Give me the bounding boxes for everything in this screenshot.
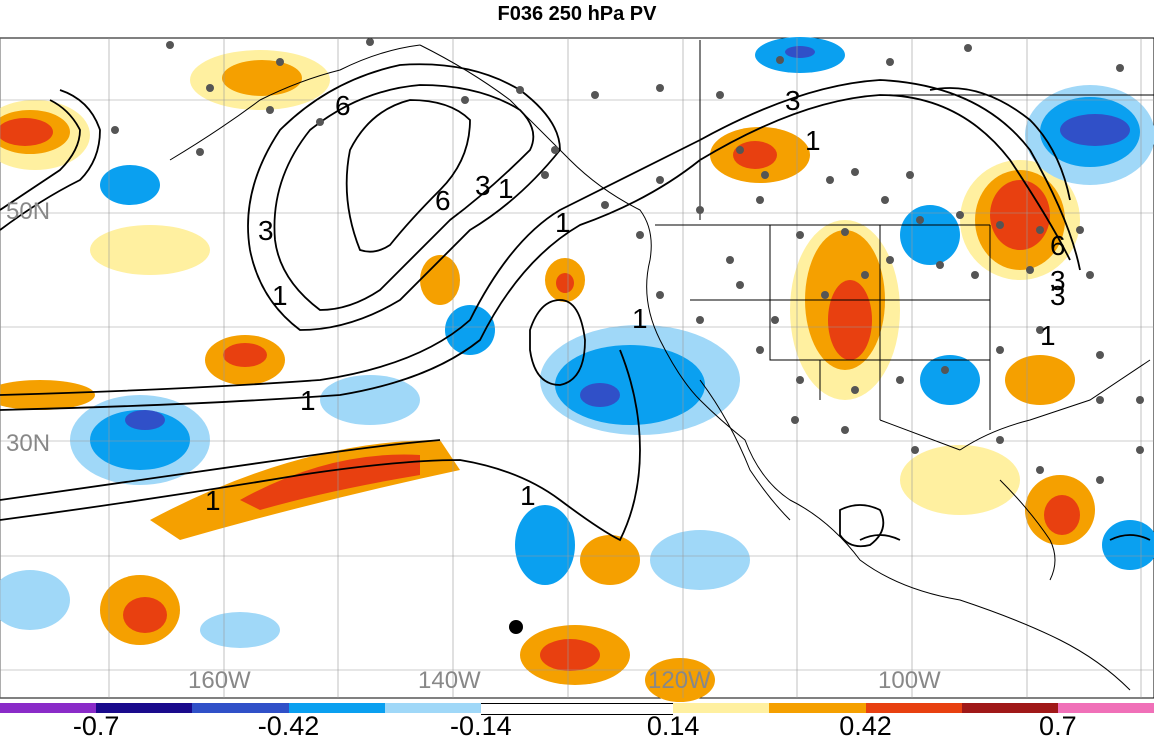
colorbar <box>0 703 1154 715</box>
marker-dot <box>509 620 523 634</box>
contour-label: 1 <box>1040 320 1056 351</box>
contour-label: 1 <box>805 125 821 156</box>
contour-label: 3 <box>258 215 274 246</box>
colorbar-swatch <box>1057 703 1154 713</box>
station-markers <box>111 38 1144 484</box>
contour-label: 1 <box>498 173 514 204</box>
contour-label: 3 <box>475 170 491 201</box>
contour-labels: 6 3 1 6 3 1 1 1 3 1 1 6 3 1 1 1 3 <box>205 85 1066 516</box>
lat-label-30n: 30N <box>6 430 51 457</box>
contour-label: 1 <box>632 303 648 334</box>
contour-label: 3 <box>1050 280 1066 311</box>
contour-label: 1 <box>272 280 288 311</box>
positive-anomaly-shading <box>0 50 1095 702</box>
contour-label: 1 <box>555 207 571 238</box>
colorbar-swatch <box>577 703 674 715</box>
colorbar-swatch <box>673 703 770 713</box>
pv-contours <box>0 63 1151 548</box>
lon-label-100w: 100W <box>878 667 941 694</box>
colorbar-swatch <box>192 703 289 713</box>
contour-label: 1 <box>300 385 316 416</box>
lat-label-50n: 50N <box>6 198 51 225</box>
colorbar-tick-label: 0.14 <box>646 711 700 741</box>
map-title: F036 250 hPa PV <box>497 3 657 25</box>
colorbar-swatch <box>288 703 385 713</box>
lon-label-160w: 160W <box>188 667 251 694</box>
coastlines <box>169 40 1154 691</box>
graticule <box>0 38 1154 698</box>
lon-label-140w: 140W <box>418 667 481 694</box>
colorbar-swatch <box>384 703 481 713</box>
lon-label-120w: 120W <box>648 667 711 694</box>
contour-label: 3 <box>1050 265 1066 296</box>
negative-anomaly-shading <box>0 37 1154 648</box>
colorbar-swatch <box>865 703 962 713</box>
colorbar-tick-label: -0.7 <box>72 711 120 741</box>
colorbar-swatch <box>769 703 866 713</box>
colorbar-swatch <box>961 703 1058 713</box>
contour-label: 6 <box>435 185 451 216</box>
contour-label: 6 <box>1050 230 1066 261</box>
colorbar-swatch <box>0 703 97 713</box>
colorbar-tick-label: 0.42 <box>839 711 892 741</box>
contour-label: 1 <box>520 480 536 511</box>
colorbar-tick-label: -0.42 <box>257 711 320 741</box>
contour-label: 6 <box>335 90 351 121</box>
contour-label: 1 <box>205 485 221 516</box>
colorbar-swatch <box>96 703 193 713</box>
colorbar-tick-label: 0.7 <box>1039 711 1077 741</box>
contour-label: 3 <box>785 85 801 116</box>
colorbar-swatch <box>480 703 578 715</box>
colorbar-tick-label: -0.14 <box>450 711 512 741</box>
